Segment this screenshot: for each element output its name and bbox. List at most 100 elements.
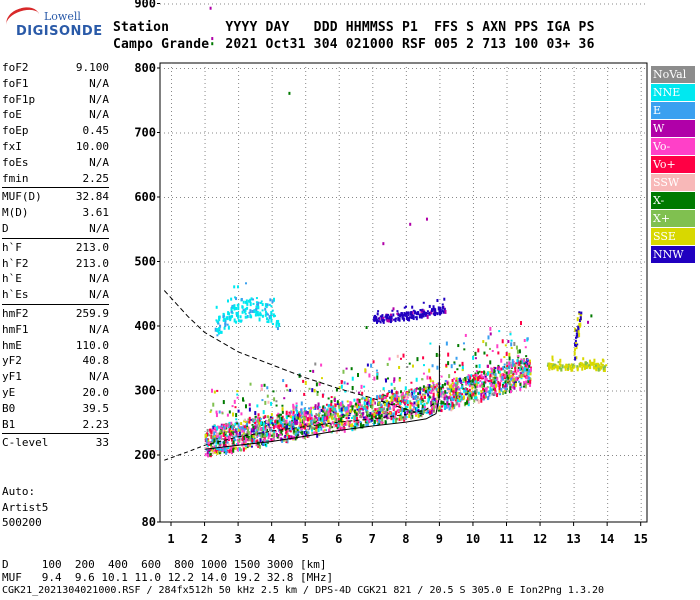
grid-dot bbox=[640, 259, 642, 260]
grid-dot bbox=[338, 187, 340, 188]
legend-entry: E bbox=[651, 102, 695, 119]
echo-point bbox=[503, 369, 506, 373]
grid-dot bbox=[180, 3, 181, 5]
echo-point bbox=[220, 423, 223, 426]
grid-dot bbox=[573, 203, 575, 204]
grid-dot bbox=[372, 291, 374, 292]
grid-dot bbox=[204, 467, 206, 468]
grid-dot bbox=[372, 355, 374, 356]
echo-point bbox=[279, 432, 282, 436]
echo-point bbox=[507, 371, 510, 375]
echo-point bbox=[390, 382, 393, 386]
echo-point bbox=[232, 431, 235, 436]
echo-point bbox=[424, 400, 427, 403]
grid-dot bbox=[338, 207, 340, 208]
grid-dot bbox=[472, 455, 474, 456]
grid-dot bbox=[607, 231, 609, 232]
grid-dot bbox=[305, 111, 307, 112]
echo-point bbox=[406, 392, 409, 397]
grid-dot bbox=[238, 295, 240, 296]
echo-point bbox=[354, 422, 357, 426]
echo-point bbox=[244, 434, 247, 438]
grid-dot bbox=[636, 197, 637, 198]
grid-dot bbox=[372, 307, 374, 308]
grid-dot bbox=[628, 261, 629, 263]
param-value: 213.0 bbox=[75, 240, 109, 254]
grid-dot bbox=[305, 75, 307, 76]
grid-dot bbox=[204, 203, 206, 204]
grid-dot bbox=[640, 383, 642, 384]
echo-point bbox=[373, 423, 376, 426]
echo-point bbox=[356, 423, 359, 426]
grid-dot bbox=[573, 355, 575, 356]
grid-dot bbox=[164, 390, 165, 392]
grid-dot bbox=[640, 459, 642, 460]
grid-dot bbox=[640, 267, 642, 268]
echo-point bbox=[363, 407, 366, 410]
grid-dot bbox=[607, 499, 609, 500]
grid-dot bbox=[607, 91, 609, 92]
grid-dot bbox=[405, 123, 407, 124]
grid-dot bbox=[280, 197, 281, 198]
echo-point bbox=[461, 364, 464, 369]
grid-dot bbox=[328, 261, 329, 263]
grid-dot bbox=[573, 399, 575, 400]
echo-point bbox=[496, 393, 499, 398]
grid-dot bbox=[372, 315, 374, 316]
grid-dot bbox=[338, 339, 340, 340]
echo-point bbox=[504, 380, 507, 384]
echo-point bbox=[384, 410, 387, 415]
grid-dot bbox=[432, 3, 433, 5]
grid-dot bbox=[316, 197, 317, 198]
grid-dot bbox=[584, 455, 585, 456]
grid-dot bbox=[428, 455, 429, 456]
echo-point bbox=[329, 424, 332, 429]
grid-dot bbox=[439, 315, 441, 316]
grid-dot bbox=[204, 387, 206, 388]
grid-dot bbox=[492, 3, 493, 5]
grid-dot bbox=[573, 119, 575, 120]
grid-dot bbox=[305, 87, 307, 88]
echo-point bbox=[227, 426, 230, 429]
grid-dot bbox=[607, 159, 609, 160]
grid-dot bbox=[448, 326, 449, 327]
grid-dot bbox=[304, 3, 305, 5]
x-tick-label: 4 bbox=[268, 532, 275, 546]
grid-dot bbox=[312, 261, 313, 263]
grid-dot bbox=[338, 299, 340, 300]
param-row: h`F2 213.0 bbox=[2, 256, 109, 272]
grid-dot bbox=[506, 83, 508, 84]
echo-point bbox=[474, 357, 477, 360]
grid-dot bbox=[405, 459, 407, 460]
echo-point bbox=[302, 417, 305, 422]
grid-dot bbox=[360, 197, 361, 198]
grid-dot bbox=[305, 235, 307, 236]
grid-dot bbox=[271, 495, 273, 496]
grid-dot bbox=[573, 103, 575, 104]
echo-point bbox=[314, 362, 317, 366]
grid-dot bbox=[624, 390, 625, 392]
grid-dot bbox=[506, 227, 508, 228]
grid-dot bbox=[500, 132, 501, 134]
grid-dot bbox=[228, 455, 229, 456]
grid-dot bbox=[540, 163, 542, 164]
grid-dot bbox=[573, 447, 575, 448]
grid-dot bbox=[224, 132, 225, 134]
grid-dot bbox=[573, 371, 575, 372]
grid-dot bbox=[171, 271, 172, 272]
grid-dot bbox=[540, 387, 542, 388]
grid-dot bbox=[200, 3, 201, 5]
grid-dot bbox=[472, 347, 474, 348]
echo-point bbox=[502, 381, 505, 384]
echo-point bbox=[219, 435, 222, 440]
grid-dot bbox=[640, 295, 642, 296]
x-tick-label: 10 bbox=[466, 532, 480, 546]
grid-dot bbox=[338, 335, 340, 336]
grid-dot bbox=[607, 395, 609, 396]
grid-dot bbox=[256, 197, 257, 198]
grid-dot bbox=[204, 283, 206, 284]
echo-point bbox=[510, 347, 513, 350]
grid-dot bbox=[607, 255, 609, 256]
echo-point bbox=[273, 429, 276, 434]
param-row: foF2 9.100 bbox=[2, 60, 109, 76]
